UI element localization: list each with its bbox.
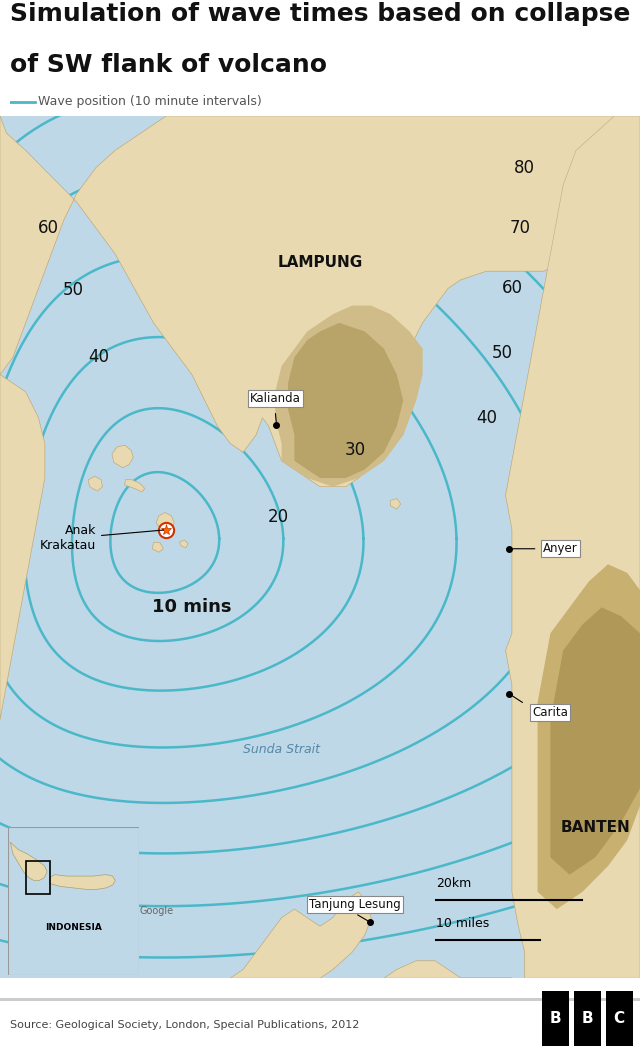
Text: Google: Google (140, 905, 174, 916)
Polygon shape (550, 607, 640, 875)
Text: LAMPUNG: LAMPUNG (277, 255, 363, 270)
Polygon shape (152, 543, 163, 552)
Text: 10 miles: 10 miles (436, 917, 489, 930)
Text: Kalianda: Kalianda (250, 392, 301, 405)
Text: Source: Geological Society, London, Special Publications, 2012: Source: Geological Society, London, Spec… (10, 1020, 359, 1030)
Polygon shape (390, 499, 401, 509)
Text: Carita: Carita (532, 706, 568, 719)
Polygon shape (538, 564, 640, 910)
Text: 10 mins: 10 mins (152, 599, 232, 617)
Polygon shape (0, 116, 640, 487)
Text: 20km: 20km (436, 877, 471, 890)
Polygon shape (390, 499, 401, 509)
Text: 50: 50 (492, 344, 513, 362)
Polygon shape (538, 564, 640, 910)
Text: Simulation of wave times based on collapse: Simulation of wave times based on collap… (10, 2, 630, 26)
Text: Sunda Strait: Sunda Strait (243, 743, 320, 756)
Polygon shape (384, 961, 512, 978)
Text: 20: 20 (268, 508, 289, 526)
Polygon shape (275, 306, 422, 487)
Text: Tanjung Lesung: Tanjung Lesung (309, 898, 401, 912)
Polygon shape (88, 476, 102, 491)
Text: 40: 40 (89, 349, 109, 367)
Polygon shape (156, 512, 174, 531)
Text: 60: 60 (502, 279, 522, 297)
Polygon shape (112, 445, 133, 468)
Text: 50: 50 (63, 281, 84, 299)
Text: INDONESIA: INDONESIA (26, 878, 92, 889)
Text: 40: 40 (476, 409, 497, 427)
Polygon shape (125, 480, 145, 492)
Text: Wave position (10 minute intervals): Wave position (10 minute intervals) (38, 95, 262, 109)
Polygon shape (10, 842, 47, 880)
Text: Anak
Krakatau: Anak Krakatau (40, 525, 164, 552)
Polygon shape (125, 480, 145, 492)
Polygon shape (112, 445, 133, 468)
Polygon shape (156, 512, 174, 531)
Polygon shape (506, 116, 640, 978)
Bar (543, 991, 570, 1046)
Bar (26, 861, 50, 894)
Bar (605, 991, 632, 1046)
Polygon shape (506, 116, 640, 978)
Text: INDONESIA: INDONESIA (45, 923, 102, 932)
Polygon shape (230, 892, 371, 978)
Polygon shape (88, 476, 102, 491)
Text: of SW flank of volcano: of SW flank of volcano (10, 53, 326, 77)
Polygon shape (50, 875, 115, 890)
Bar (574, 991, 601, 1046)
Polygon shape (288, 323, 403, 479)
Text: 70: 70 (509, 219, 530, 237)
Polygon shape (180, 540, 188, 548)
Text: 60: 60 (38, 219, 58, 237)
Text: BANTEN: BANTEN (561, 820, 630, 835)
Polygon shape (152, 543, 163, 552)
Text: Anyer: Anyer (543, 542, 577, 555)
Polygon shape (0, 116, 640, 487)
Polygon shape (275, 306, 422, 487)
Bar (0, 998, 640, 1001)
Text: 30: 30 (344, 442, 366, 460)
Polygon shape (0, 374, 45, 720)
Polygon shape (384, 961, 512, 978)
Text: B: B (550, 1011, 562, 1026)
Polygon shape (288, 323, 403, 479)
Text: B: B (582, 1011, 593, 1026)
Polygon shape (230, 892, 371, 978)
Text: C: C (614, 1011, 625, 1026)
Polygon shape (180, 540, 188, 548)
Polygon shape (550, 607, 640, 875)
Text: 80: 80 (515, 159, 535, 177)
Polygon shape (0, 374, 45, 720)
